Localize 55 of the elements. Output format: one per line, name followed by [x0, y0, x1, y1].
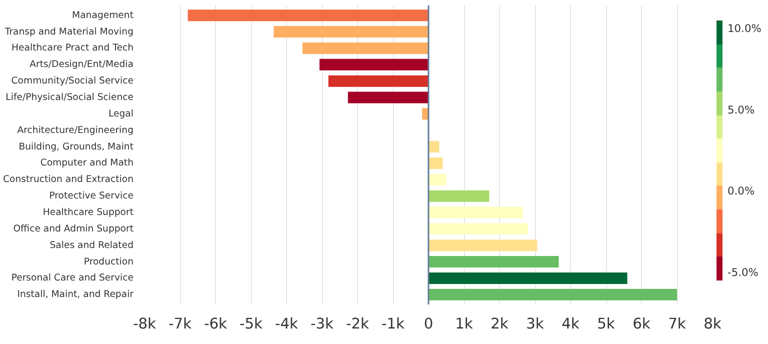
x-tick-label: -6k	[204, 316, 228, 332]
x-tick-label: -3k	[310, 316, 334, 332]
x-tick-label: 1k	[455, 316, 474, 332]
bar	[274, 26, 428, 38]
bar	[428, 288, 677, 300]
bar	[302, 42, 428, 54]
y-tick-label: Management	[72, 10, 134, 21]
bar	[428, 206, 523, 218]
color-bar-label: -5.0%	[728, 266, 758, 279]
y-tick-label: Arts/Design/Ent/Media	[30, 59, 134, 70]
y-tick-label: Install, Maint, and Repair	[17, 289, 134, 300]
x-tick-label: -4k	[274, 316, 299, 332]
y-tick-label: Building, Grounds, Maint	[18, 141, 134, 152]
y-tick-label: Computer and Math	[40, 158, 134, 169]
x-tick-label: 7k	[668, 316, 686, 332]
color-bar-label: 5.0%	[728, 103, 755, 116]
x-tick-label: -5k	[239, 316, 264, 332]
y-tick-label: Healthcare Pract and Tech	[12, 42, 134, 54]
x-tick-label: 2k	[490, 316, 509, 332]
bar	[328, 75, 428, 87]
color-bar-label: 10.0%	[728, 22, 762, 36]
y-tick-label: Architecture/Engineering	[17, 124, 134, 136]
y-tick-label: Legal	[108, 108, 134, 120]
bar	[428, 272, 628, 284]
y-tick-label: Healthcare Support	[42, 207, 134, 218]
bar	[422, 108, 428, 120]
bar	[428, 240, 538, 252]
x-tick-label: 5k	[597, 316, 616, 332]
bar	[428, 256, 559, 268]
color-bar-label: 0.0%	[728, 184, 755, 198]
bar	[348, 92, 428, 104]
x-tick-label: -7k	[168, 316, 192, 332]
y-tick-label: Transp and Material Moving	[4, 26, 134, 38]
bar	[428, 223, 528, 235]
x-tick-label: 8k	[704, 316, 722, 332]
y-tick-label: Community/Social Service	[11, 76, 134, 87]
x-tick-label: 0	[424, 316, 434, 332]
bar	[188, 10, 428, 22]
x-tick-label: -8k	[132, 316, 157, 332]
x-tick-label: 3k	[526, 316, 544, 332]
y-tick-label: Personal Care and Service	[11, 272, 134, 284]
y-tick-label: Production	[84, 256, 134, 268]
bar	[428, 174, 446, 186]
y-tick-label: Protective Service	[49, 190, 134, 202]
x-tick-label: 4k	[562, 316, 580, 332]
x-tick-label: 6k	[632, 316, 651, 332]
bar	[428, 190, 490, 202]
y-tick-label: Construction and Extraction	[3, 174, 134, 186]
y-tick-label: Life/Physical/Social Science	[6, 92, 134, 103]
y-tick-label: Office and Admin Support	[13, 223, 134, 234]
x-tick-label: -1k	[381, 316, 406, 332]
bar	[320, 58, 428, 70]
y-tick-label: Sales and Related	[50, 240, 134, 251]
x-tick-label: -2k	[346, 316, 370, 332]
bar	[428, 157, 443, 169]
